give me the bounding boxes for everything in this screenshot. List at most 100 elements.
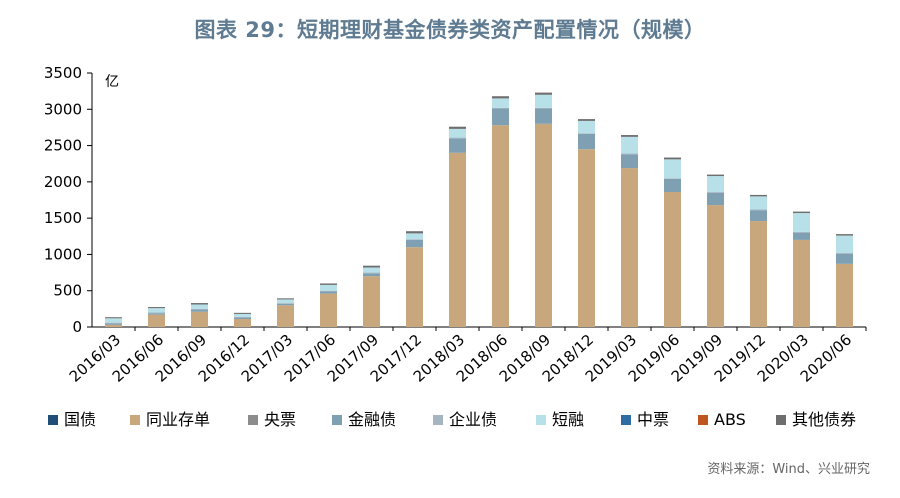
bar-segment [750, 209, 767, 211]
bar-segment [148, 307, 165, 309]
bar-segment [363, 267, 380, 273]
bar-segment [406, 231, 423, 234]
legend-label: 短融 [552, 410, 584, 429]
bar-segment [836, 234, 853, 236]
bar-segment [621, 136, 638, 154]
bar-segment [234, 312, 251, 314]
legend-label: 其他债券 [792, 410, 856, 429]
bar-segment [707, 174, 724, 177]
bar-segment [363, 273, 380, 277]
bar-segment [793, 239, 810, 327]
bar-segment [750, 196, 767, 210]
bar-segment [234, 317, 251, 320]
bar-segment [191, 311, 208, 327]
legend-swatch [621, 415, 631, 425]
y-tick-label: 1500 [44, 209, 82, 227]
bar-segment [492, 108, 509, 126]
bar-segment [406, 247, 423, 327]
bar-segment [664, 192, 681, 327]
bar-segment [105, 324, 122, 327]
bar-segment [492, 96, 509, 99]
chart-title: 图表 29：短期理财基金债券类资产配置情况（规模） [194, 18, 706, 42]
bar-segment [621, 168, 638, 327]
bar-segment [148, 308, 165, 313]
bar-segment [535, 94, 552, 108]
bar-segment [277, 303, 294, 306]
bar-segment [191, 303, 208, 305]
bar-segment [363, 272, 380, 274]
legend-swatch [776, 415, 786, 425]
bar-segment [492, 98, 509, 108]
legend-label: 同业存单 [146, 410, 210, 429]
bar-segment [105, 322, 122, 324]
bar-segment [836, 263, 853, 327]
bar-segment [535, 107, 552, 109]
bar-segment [449, 128, 466, 138]
bar-segment [535, 92, 552, 95]
legend-label: ABS [714, 410, 746, 429]
y-tick-label: 2000 [44, 173, 82, 191]
bar-segment [621, 135, 638, 137]
legend-label: 企业债 [449, 410, 497, 429]
legend-swatch [130, 415, 140, 425]
bar-segment [664, 157, 681, 160]
bar-segment [105, 317, 122, 319]
bar-segment [664, 178, 681, 179]
y-tick-label: 1000 [44, 245, 82, 263]
bar-segment [148, 312, 165, 314]
bar-segment [578, 119, 595, 121]
bar-segment [707, 176, 724, 193]
bar-segment [320, 293, 337, 327]
bar-segment [578, 120, 595, 134]
bar-segment [148, 314, 165, 327]
bar-segment [191, 308, 208, 310]
bar-segment [105, 318, 122, 323]
legend-label: 央票 [264, 410, 296, 429]
legend-swatch [433, 415, 443, 425]
y-tick-label: 0 [72, 318, 82, 336]
bar-segment [406, 239, 423, 248]
bar-segment [320, 283, 337, 285]
legend-label: 国债 [64, 410, 96, 429]
bar-segment [578, 133, 595, 134]
bar-segment [578, 133, 595, 150]
bar-segment [320, 291, 337, 294]
bar-segment [664, 159, 681, 179]
legend-label: 中票 [637, 410, 669, 429]
bar-segment [836, 235, 853, 253]
bar-segment [793, 213, 810, 232]
bar-segment [320, 284, 337, 291]
legend-swatch [48, 415, 58, 425]
bar-segment [664, 178, 681, 193]
y-tick-label: 500 [53, 282, 82, 300]
bar-segment [277, 299, 294, 304]
legend-swatch [332, 415, 342, 425]
bar-segment [793, 211, 810, 214]
bar-segment [750, 194, 767, 197]
bar-segment [535, 123, 552, 327]
bar-segment [105, 323, 122, 325]
bar-segment [449, 152, 466, 327]
bar-segment [621, 154, 638, 169]
bar-segment [234, 313, 251, 317]
bar-segment [277, 305, 294, 327]
bar-segment [363, 265, 380, 268]
bar-segment [707, 205, 724, 327]
bar-segment [578, 149, 595, 327]
bar-segment [406, 233, 423, 240]
bar-segment [449, 138, 466, 153]
bar-segment [191, 304, 208, 309]
legend-label: 金融债 [348, 410, 396, 429]
bar-segment [363, 276, 380, 327]
bar-segment [449, 137, 466, 139]
bar-segment [836, 253, 853, 264]
y-tick-label: 3500 [44, 64, 82, 82]
bar-segment [707, 192, 724, 206]
legend-swatch [698, 415, 708, 425]
bar-segment [320, 290, 337, 292]
bar-segment [750, 210, 767, 222]
y-tick-label: 2500 [44, 137, 82, 155]
bar-segment [406, 239, 423, 240]
y-tick-label: 3000 [44, 100, 82, 118]
y-axis-unit-label: 亿 [105, 74, 119, 90]
